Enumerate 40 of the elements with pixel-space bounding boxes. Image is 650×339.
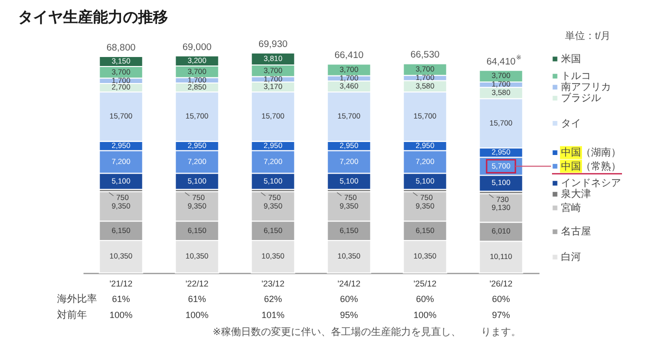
legend-label: 米国 (561, 52, 581, 65)
total-label: 69,930 (258, 39, 288, 50)
x-tick-label: '24/12 (338, 278, 361, 288)
text: 60% (340, 294, 358, 304)
text: ※稼働日数の変更に伴い、各工場の生産能力を見直し、 ります。 (212, 326, 521, 338)
text: 60% (492, 294, 510, 304)
text: 100% (109, 310, 133, 320)
legend-label: 中国（常熟） (561, 160, 621, 172)
total-label: 66,530 (410, 50, 440, 61)
legend-label: トルコ (561, 71, 591, 82)
text: 海外比率 (57, 293, 97, 305)
text: 61% (188, 294, 206, 304)
total-label: 68,800 (106, 42, 136, 54)
x-tick-label: '25/12 (414, 278, 437, 288)
legend-label: ブラジル (561, 92, 601, 104)
text: 100% (413, 310, 437, 320)
text: 101% (261, 310, 285, 320)
text: 95% (340, 310, 358, 320)
legend-label: 白河 (561, 251, 581, 264)
total-label: 69,000 (182, 42, 212, 53)
total-label: 66,410 (334, 50, 364, 62)
legend-label: インドネシア (561, 178, 621, 190)
x-tick-label: '26/12 (490, 278, 513, 288)
legend-label: 名古屋 (561, 226, 591, 238)
chart-title: タイヤ生産能力の推移 (18, 8, 168, 26)
text: 100% (185, 310, 209, 320)
x-tick-label: '22/12 (186, 278, 209, 288)
x-tick-label: '23/12 (262, 278, 285, 288)
legend-label: 中国（湖南） (561, 146, 621, 159)
text: 対前年 (57, 309, 87, 321)
text: 61% (112, 294, 130, 304)
text: 62% (264, 294, 282, 304)
legend-label: 南アフリカ (561, 81, 611, 94)
legend-label: 宮崎 (561, 202, 581, 214)
legend-label: タイ (561, 118, 581, 130)
text: 単位：t/月 (565, 30, 611, 42)
text: 97% (492, 310, 510, 320)
legend-label: 泉大津 (561, 188, 591, 200)
x-tick-label: '21/12 (110, 278, 133, 288)
text: 60% (416, 294, 434, 304)
